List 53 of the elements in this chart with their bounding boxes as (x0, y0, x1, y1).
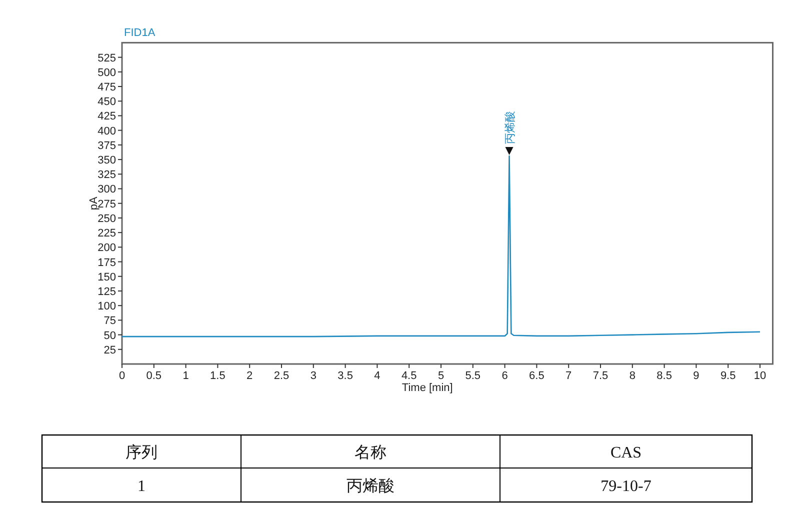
y-tick-label: 300 (98, 184, 116, 196)
x-tick-label: 9 (693, 370, 700, 382)
y-tick-label: 25 (104, 344, 116, 356)
chart-title: FID1A (124, 27, 156, 39)
y-tick-label: 175 (98, 256, 116, 269)
x-tick-label: 5.5 (465, 370, 481, 382)
x-axis-title: Time [min] (402, 382, 453, 394)
y-axis-title: pA (88, 196, 100, 210)
y-tick-label: 350 (98, 154, 116, 167)
x-tick-label: 9.5 (720, 370, 736, 382)
x-tick-label: 3.5 (338, 370, 353, 382)
y-tick-label: 200 (98, 242, 116, 254)
y-tick-label: 275 (98, 198, 116, 210)
y-tick-label: 75 (104, 315, 116, 328)
y-tick-label: 475 (98, 82, 116, 94)
x-tick-label: 4 (374, 370, 380, 382)
text: 丙烯酸 (346, 477, 394, 495)
x-tick-label: 1.5 (210, 370, 226, 382)
x-tick-label: 6 (502, 370, 508, 382)
y-tick-label: 375 (98, 140, 116, 152)
y-tick-label: 425 (98, 110, 116, 123)
x-tick-label: 4.5 (401, 370, 417, 382)
text: 79-10-7 (600, 478, 652, 495)
y-tick-label: 100 (98, 300, 116, 313)
y-tick-label: 150 (98, 271, 116, 284)
x-tick-label: 7.5 (592, 370, 608, 382)
y-tick-label: 325 (98, 169, 116, 182)
y-tick-label: 525 (98, 52, 116, 64)
x-tick-label: 6.5 (529, 370, 544, 382)
x-tick-label: 1 (182, 370, 189, 382)
y-tick-label: 50 (104, 330, 116, 342)
x-tick-label: 2.5 (274, 370, 290, 382)
y-tick-label: 250 (98, 212, 116, 225)
x-tick-label: 2 (246, 370, 253, 382)
y-tick-label: 125 (98, 286, 116, 298)
x-tick-label: 10 (754, 370, 766, 382)
y-tick-label: 500 (98, 66, 116, 79)
x-tick-label: 5 (438, 370, 444, 382)
y-tick-label: 225 (98, 228, 116, 240)
x-tick-label: 8.5 (656, 370, 672, 382)
x-tick-label: 7 (566, 370, 572, 382)
text: CAS (610, 444, 642, 462)
text: 1 (138, 478, 146, 495)
x-tick-label: 0.5 (146, 370, 162, 382)
text: 名称 (354, 444, 386, 462)
x-tick-label: 3 (310, 370, 316, 382)
x-tick-label: 8 (629, 370, 636, 382)
line-series (121, 155, 761, 338)
annotation: 丙烯酸 (503, 111, 516, 144)
y-tick-label: 450 (98, 96, 116, 108)
text: 序列 (126, 444, 158, 462)
x-tick-label: 0 (118, 370, 126, 382)
y-tick-label: 400 (98, 125, 116, 138)
